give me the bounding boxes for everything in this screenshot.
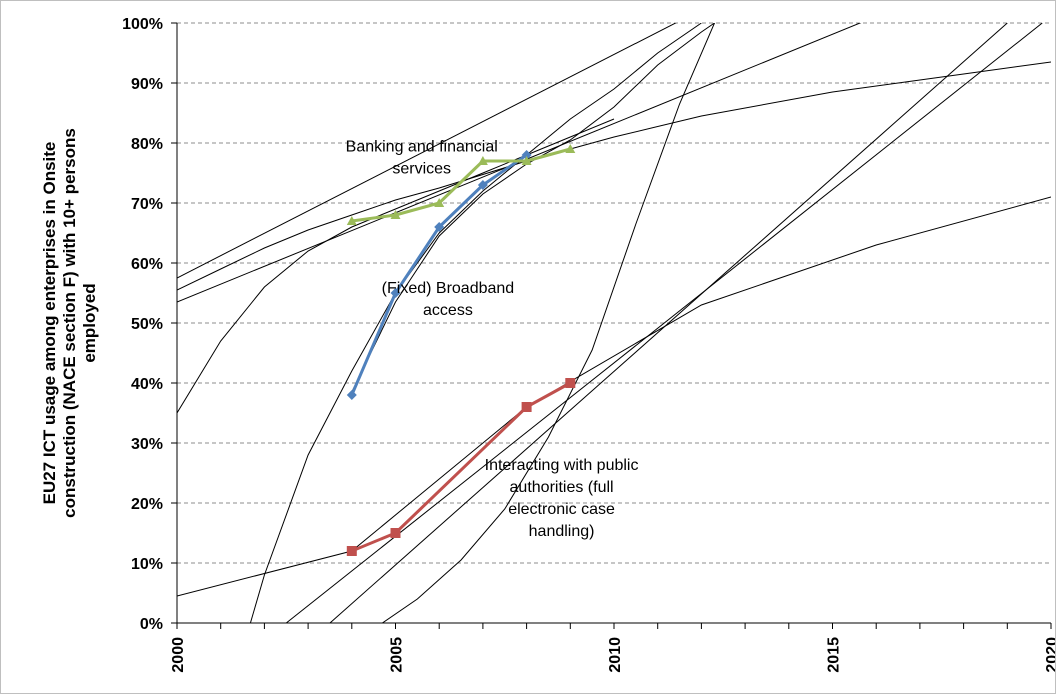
y-tick-label: 10%: [131, 556, 163, 573]
data-point: [477, 180, 488, 190]
y-tick-label: 80%: [131, 136, 163, 153]
x-tick-label: 2010: [607, 637, 624, 673]
trendline-linear: [177, 23, 677, 279]
annotation-text: (Fixed) Broadband: [382, 280, 515, 297]
annotation-text: Interacting with public: [485, 457, 639, 474]
y-tick-labels: 0% 10% 20% 30% 40% 50% 60% 70% 80% 90% 100%: [122, 16, 177, 633]
data-point: [521, 156, 532, 165]
y-tick-label: 0%: [140, 616, 163, 633]
trendline-linear: [285, 23, 1043, 623]
trendlines: [177, 23, 1051, 623]
data-point: [390, 288, 401, 298]
trendline-exponential: [177, 196, 1051, 597]
data-point: [390, 528, 401, 538]
data-point: [346, 546, 357, 556]
data-point: [565, 378, 576, 388]
y-axis-title: EU27 ICT usage among enterprises in Onsi…: [40, 128, 99, 518]
x-tick-label: 2015: [826, 637, 843, 673]
trendline-logarithmic: [177, 118, 615, 414]
data-point: [477, 156, 488, 165]
annotation-text: authorities (full: [510, 479, 614, 496]
y-tick-label: 60%: [131, 256, 163, 273]
y-tick-label: 30%: [131, 436, 163, 453]
y-tick-label: 70%: [131, 196, 163, 213]
annotation-text: handling): [529, 523, 595, 540]
data-series: [346, 144, 576, 556]
annotation-text: services: [392, 160, 451, 177]
series-line: [351, 147, 571, 223]
y-axis-title-line: construction (NACE section F) with 10+ p…: [60, 128, 79, 518]
data-point: [521, 150, 532, 160]
series-line: [351, 381, 572, 553]
data-point: [346, 216, 357, 225]
x-tick-labels: 2000 2005 2010 2015 2020: [170, 623, 1056, 673]
data-point: [390, 210, 401, 219]
y-tick-label: 100%: [122, 16, 163, 33]
y-tick-label: 40%: [131, 376, 163, 393]
data-point: [434, 222, 445, 232]
trendline-logarithmic: [177, 61, 1051, 291]
y-tick-label: 20%: [131, 496, 163, 513]
annotations: Banking and financial services (Fixed) Bro…: [346, 138, 639, 540]
data-point: [521, 402, 532, 412]
trendline-linear: [177, 23, 862, 303]
x-tick-label: 2005: [389, 637, 406, 673]
trendline-polynomial: [351, 23, 716, 623]
data-point: [565, 144, 576, 153]
data-point: [434, 198, 445, 207]
trendline-linear: [329, 23, 1008, 623]
y-tick-label: 50%: [131, 316, 163, 333]
annotation-text: access: [423, 302, 473, 319]
gridlines: [177, 22, 1051, 564]
annotation-text: electronic case: [508, 501, 615, 518]
y-axis-title-line: employed: [80, 283, 99, 362]
data-point: [346, 390, 357, 400]
y-axis-title-line: EU27 ICT usage among enterprises in Onsi…: [40, 142, 59, 505]
trendline-polynomial: [249, 23, 702, 623]
y-tick-label: 90%: [131, 76, 163, 93]
x-tick-label: 2020: [1044, 637, 1055, 673]
annotation-text: Banking and financial: [346, 138, 498, 155]
x-tick-label: 2000: [170, 637, 187, 673]
